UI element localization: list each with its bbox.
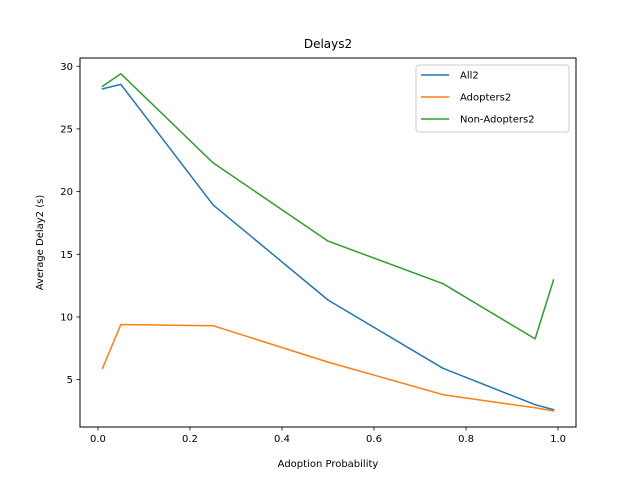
x-tick-label: 0.2 (182, 434, 198, 445)
y-axis-label: Average Delay2 (s) (35, 195, 46, 291)
plot-frame (79, 57, 577, 428)
series-line-0 (101, 83, 555, 411)
x-tick-label: 1.0 (550, 434, 566, 445)
series-line-1 (101, 323, 555, 412)
series-layer (101, 73, 555, 412)
y-tick-label: 15 (60, 250, 73, 261)
x-axis: 0.0 0.2 0.4 0.6 0.8 1.0 (90, 427, 566, 445)
x-tick-label: 0.4 (274, 434, 290, 445)
y-tick-label: 10 (60, 313, 73, 324)
y-tick-label: 20 (60, 187, 73, 198)
legend-label-1: Adopters2 (460, 93, 511, 104)
legend-label-2: Non-Adopters2 (460, 115, 535, 126)
y-tick-label: 5 (67, 375, 73, 386)
legend-label-0: All2 (460, 71, 479, 82)
legend: All2 Adopters2 Non-Adopters2 (415, 64, 570, 133)
legend-box (415, 64, 570, 133)
chart-title: Delays2 (304, 37, 352, 51)
x-tick-label: 0.6 (366, 434, 382, 445)
y-tick-label: 25 (60, 125, 73, 136)
series-line-2 (101, 73, 555, 340)
y-axis: 5 10 15 20 25 30 (60, 62, 80, 386)
x-tick-label: 0.8 (458, 434, 474, 445)
y-tick-label: 30 (60, 62, 73, 73)
x-axis-label: Adoption Probability (278, 459, 379, 470)
x-tick-label: 0.0 (90, 434, 106, 445)
